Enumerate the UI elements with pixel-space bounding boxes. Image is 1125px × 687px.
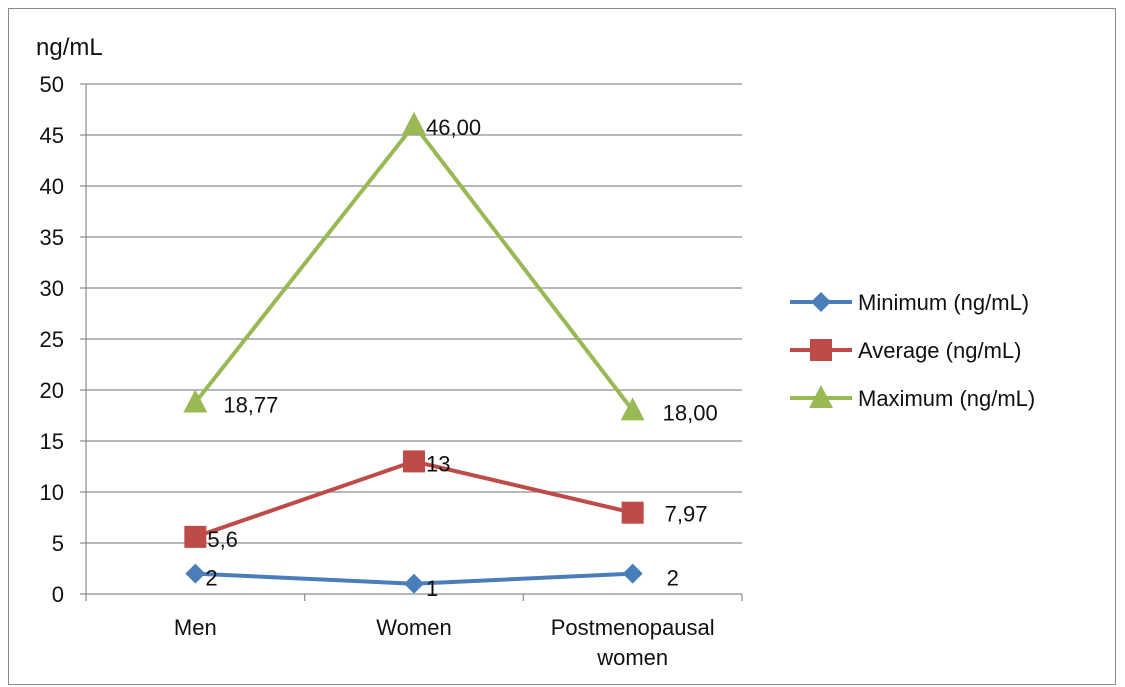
data-label: 7,97	[665, 502, 708, 527]
y-tick-label: 30	[40, 276, 64, 301]
data-point-square	[621, 501, 644, 524]
legend-marker	[811, 292, 831, 312]
data-point-triangle	[402, 111, 426, 135]
legend-marker	[810, 339, 832, 361]
y-axis-label: ng/mL	[36, 34, 103, 61]
x-tick-labels: Men Women Postmenopausal women	[174, 615, 715, 670]
legend-item-square: Average (ng/mL)	[790, 338, 1021, 363]
y-tick-label: 40	[40, 174, 64, 199]
data-label: 18,77	[223, 393, 278, 418]
data-point-diamond	[185, 563, 206, 584]
data-label: 18,00	[663, 400, 718, 425]
y-tick-label: 15	[40, 429, 64, 454]
data-label: 2	[205, 566, 217, 591]
data-point-square	[403, 450, 425, 473]
data-labels: 2 1 2 5,6 13 7,97 18,77 46,00 18,00	[205, 115, 717, 601]
legend-item-triangle: Maximum (ng/mL)	[790, 385, 1035, 411]
x-tick-label: Postmenopausal	[551, 615, 715, 640]
series-line-square	[194, 459, 634, 539]
series-line-triangle	[193, 122, 635, 412]
x-tick-label: Women	[376, 615, 451, 640]
data-label: 5,6	[207, 527, 238, 552]
data-point-triangle	[183, 389, 208, 413]
series-group	[183, 111, 645, 594]
legend-label: Maximum (ng/mL)	[858, 386, 1035, 411]
y-tick-label: 10	[40, 480, 64, 505]
y-tick-label: 5	[52, 531, 64, 556]
y-tick-label: 45	[40, 123, 64, 148]
legend-item-diamond: Minimum (ng/mL)	[790, 290, 1029, 315]
data-label: 1	[426, 576, 438, 601]
data-label: 46,00	[426, 115, 481, 140]
y-tick-labels: 0 5 10 15 20 25 30 35 40 45 50	[40, 72, 64, 607]
legend: Minimum (ng/mL) Average (ng/mL) Maximum (n…	[790, 290, 1035, 411]
x-tick-label: Men	[174, 615, 217, 640]
legend-marker	[809, 385, 833, 408]
y-tick-label: 35	[40, 225, 64, 250]
data-label: 2	[667, 566, 679, 591]
data-point-triangle	[620, 397, 645, 421]
gridlines	[86, 83, 742, 544]
axes	[80, 83, 743, 601]
y-tick-label: 0	[52, 582, 64, 607]
data-point-diamond	[404, 573, 424, 594]
legend-label: Average (ng/mL)	[858, 338, 1021, 363]
y-tick-label: 25	[40, 327, 64, 352]
data-point-diamond	[622, 563, 643, 584]
data-point-square	[184, 525, 207, 548]
data-label: 13	[426, 451, 450, 476]
y-tick-label: 50	[40, 72, 64, 97]
x-tick-label: women	[596, 645, 668, 670]
legend-label: Minimum (ng/mL)	[858, 290, 1029, 315]
y-tick-label: 20	[40, 378, 64, 403]
